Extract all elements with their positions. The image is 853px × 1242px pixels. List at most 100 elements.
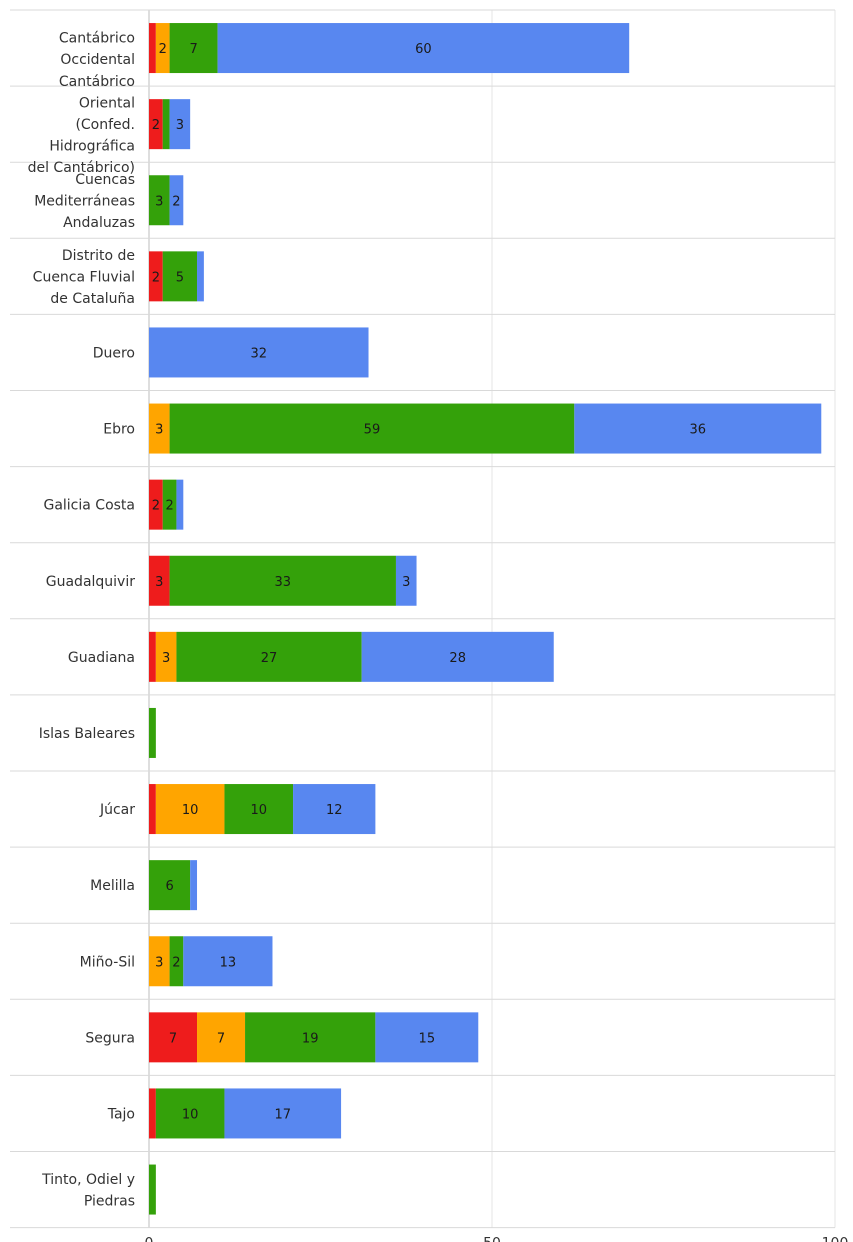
category-label: Segura — [85, 1030, 135, 1046]
data-label: 33 — [274, 575, 291, 590]
data-label: 2 — [152, 499, 160, 514]
data-label: 28 — [449, 651, 466, 666]
data-label: 7 — [217, 1031, 225, 1046]
category-label: Tajo — [107, 1106, 135, 1122]
bar-segment — [149, 479, 163, 530]
bar-segment — [149, 1088, 156, 1139]
bar-segment — [155, 23, 170, 74]
data-label: 60 — [415, 42, 432, 57]
data-label: 2 — [165, 499, 173, 514]
category-label: Galicia Costa — [43, 498, 135, 514]
data-label: 17 — [274, 1107, 291, 1122]
bar-segment — [375, 1012, 479, 1063]
bar-segment — [361, 631, 554, 682]
category-label: Cantábrico Occidental — [59, 30, 135, 68]
data-label: 3 — [162, 651, 170, 666]
data-label: 5 — [176, 270, 184, 285]
category-label: Duero — [93, 345, 135, 361]
bar-segment — [149, 707, 156, 758]
bar-segment — [149, 327, 369, 378]
bar-segment — [169, 175, 184, 226]
x-tick-label: 50 — [483, 1236, 501, 1242]
data-label: 2 — [152, 270, 160, 285]
x-axis-ticks: 0 50 100 — [145, 1236, 849, 1242]
data-label: 10 — [182, 1107, 199, 1122]
data-label: 2 — [172, 194, 180, 209]
row-separators — [10, 9, 835, 1229]
bar-segment — [155, 1088, 225, 1139]
bar-segment — [574, 403, 822, 454]
bar-segment — [169, 555, 396, 606]
data-label: 7 — [169, 1031, 177, 1046]
bar-segment — [149, 784, 156, 835]
data-label: 19 — [302, 1031, 319, 1046]
data-label: 10 — [182, 803, 199, 818]
bar-segment — [149, 99, 163, 150]
data-label: 36 — [690, 423, 707, 438]
bar-segment — [224, 784, 294, 835]
bar-segment — [149, 1164, 156, 1215]
bar-segment — [183, 936, 273, 987]
data-label: 2 — [172, 955, 180, 970]
data-label: 3 — [155, 575, 163, 590]
bar-segment — [169, 99, 191, 150]
bar-segment — [155, 784, 225, 835]
bar-segment — [176, 631, 362, 682]
bar-segment — [169, 23, 218, 74]
bar-segment — [149, 555, 170, 606]
data-label: 32 — [250, 346, 267, 361]
bar-segment — [155, 631, 177, 682]
bar-segment — [224, 1088, 342, 1139]
bar-segment — [149, 860, 191, 911]
bar-segment — [162, 99, 170, 150]
category-label: Guadiana — [68, 650, 135, 666]
bar-segment — [176, 479, 184, 530]
x-tick-label: 100 — [822, 1236, 849, 1242]
bar-segment — [149, 631, 156, 682]
data-label: 2 — [159, 42, 167, 57]
bar-segment — [245, 1012, 376, 1063]
bar-segment — [197, 251, 204, 302]
bar-segment — [149, 403, 170, 454]
x-tick-label: 0 — [145, 1236, 154, 1242]
data-label: 12 — [326, 803, 343, 818]
data-label: 3 — [176, 118, 184, 133]
bar-segment — [197, 1012, 246, 1063]
bar-segment — [395, 555, 417, 606]
data-label: 3 — [402, 575, 410, 590]
bar-segment — [162, 479, 177, 530]
data-label: 3 — [155, 423, 163, 438]
bar-segment — [149, 175, 170, 226]
category-labels: Cantábrico Occidental Cantábrico Oriental (C… — [28, 30, 136, 1209]
data-label: 3 — [155, 194, 163, 209]
bar-segment — [217, 23, 630, 74]
category-label: Tinto, Odiel y Piedras — [41, 1172, 135, 1210]
category-label: Melilla — [90, 878, 135, 894]
data-label: 2 — [152, 118, 160, 133]
category-label: Miño-Sil — [80, 954, 135, 970]
bar-segment — [169, 936, 184, 987]
category-label: Júcar — [99, 802, 135, 818]
bar-segment — [149, 23, 156, 74]
category-label: Ebro — [103, 422, 135, 438]
category-label: Guadalquivir — [46, 574, 135, 590]
bar-segment — [169, 403, 575, 454]
data-label: 27 — [261, 651, 278, 666]
bar-segment — [293, 784, 376, 835]
data-label: 59 — [364, 423, 381, 438]
category-label: Cuencas Mediterráneas Andaluzas — [34, 172, 135, 231]
category-label: Islas Baleares — [39, 726, 135, 742]
bar-segment — [149, 251, 163, 302]
data-label: 3 — [155, 955, 163, 970]
category-label: Cantábrico Oriental (Confed. Hidrográfica de… — [28, 74, 135, 176]
data-label: 15 — [419, 1031, 436, 1046]
category-label: Distrito de Cuenca Fluvial de Cataluña — [33, 248, 135, 307]
data-label: 7 — [189, 42, 197, 57]
bar-segment — [149, 1012, 198, 1063]
data-label: 13 — [220, 955, 237, 970]
data-label: 10 — [250, 803, 267, 818]
data-label: 6 — [165, 879, 173, 894]
bar-segment — [162, 251, 198, 302]
bar-segment — [149, 936, 170, 987]
